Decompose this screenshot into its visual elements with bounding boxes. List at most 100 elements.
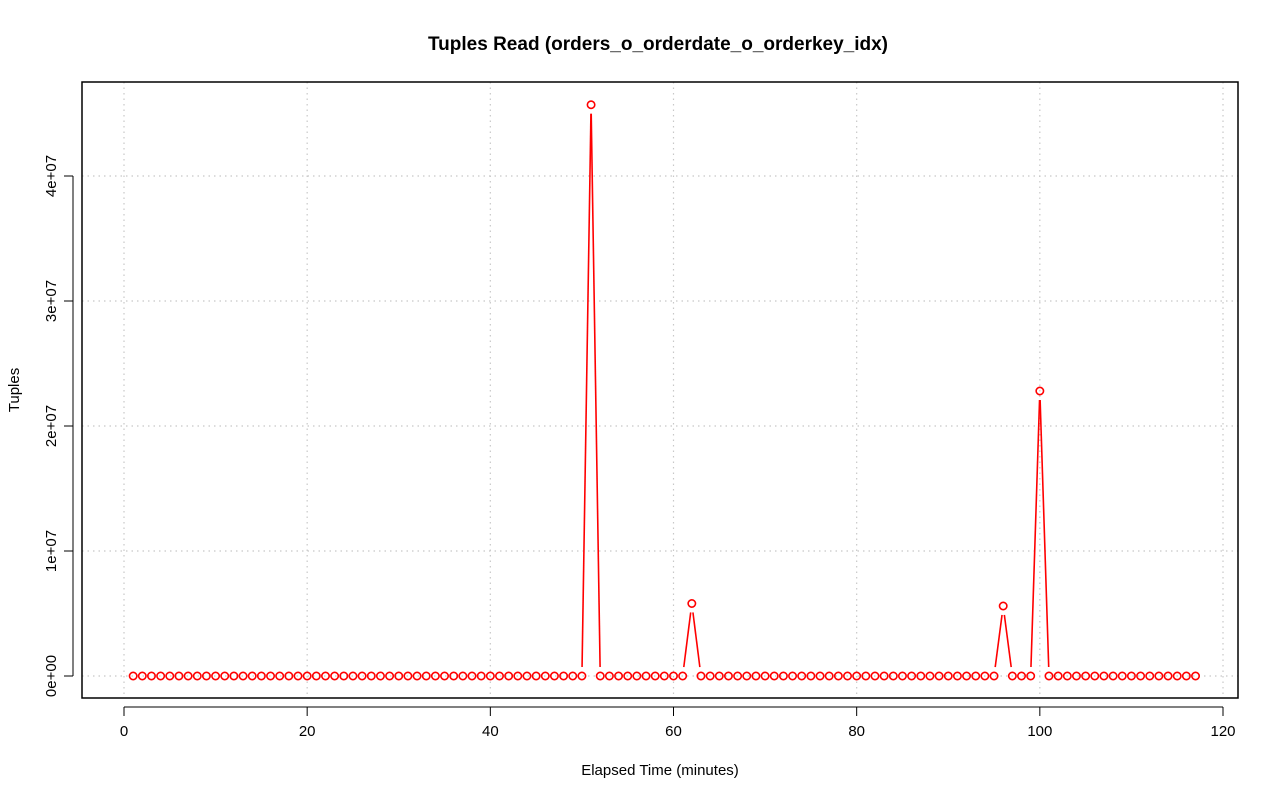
data-point: [861, 671, 871, 681]
data-point: [293, 671, 303, 681]
data-point: [192, 671, 202, 681]
data-point: [623, 671, 633, 681]
data-point: [339, 671, 349, 681]
data-point: [568, 671, 578, 681]
data-point: [1053, 671, 1063, 681]
data-point: [220, 671, 230, 681]
data-point: [1163, 671, 1173, 681]
x-tick-label: 100: [1027, 723, 1052, 740]
plot-frame: [81, 81, 1239, 699]
data-point: [330, 671, 340, 681]
data-point: [1191, 671, 1201, 681]
data-point: [229, 671, 239, 681]
x-tick-label: 0: [120, 723, 128, 740]
data-point: [421, 671, 431, 681]
data-point: [1007, 671, 1017, 681]
series-segment: [994, 614, 1003, 668]
data-point: [146, 671, 156, 681]
x-tick-label: 40: [482, 723, 499, 740]
data-point: [897, 671, 907, 681]
data-point: [394, 671, 404, 681]
data-point: [311, 671, 321, 681]
data-point: [1044, 671, 1054, 681]
data-point: [284, 671, 294, 681]
data-point: [1154, 671, 1164, 681]
data-point: [1026, 671, 1036, 681]
y-tick-label: 0e+00: [43, 655, 60, 697]
data-point: [723, 671, 733, 681]
data-point: [385, 671, 395, 681]
data-point: [696, 671, 706, 681]
data-point: [1181, 671, 1191, 681]
data-point: [366, 671, 376, 681]
grid: [82, 82, 1238, 698]
data-point: [549, 671, 559, 681]
data-point: [1071, 671, 1081, 681]
series-segment: [692, 612, 701, 668]
x-tick-label: 60: [665, 723, 682, 740]
data-point: [1099, 671, 1109, 681]
data-point: [760, 671, 770, 681]
data-point: [870, 671, 880, 681]
data-point: [238, 671, 248, 681]
data-point: [833, 671, 843, 681]
data-point: [1017, 671, 1027, 681]
data-point: [247, 671, 257, 681]
data-point: [797, 671, 807, 681]
data-point: [531, 671, 541, 681]
data-point: [156, 671, 166, 681]
data-point: [1062, 671, 1072, 681]
data-point: [879, 671, 889, 681]
data-point: [1117, 671, 1127, 681]
data-point: [494, 671, 504, 681]
data-point: [449, 671, 459, 681]
data-point: [275, 671, 285, 681]
data-point: [485, 671, 495, 681]
data-point: [668, 671, 678, 681]
data-point: [211, 671, 221, 681]
data-point: [183, 671, 193, 681]
data-point: [540, 671, 550, 681]
data-point: [430, 671, 440, 681]
data-point: [751, 671, 761, 681]
data-point: [806, 671, 816, 681]
data-point: [980, 671, 990, 681]
data-point: [916, 671, 926, 681]
data-point: [1136, 671, 1146, 681]
data-point: [1108, 671, 1118, 681]
y-tick-label: 3e+07: [43, 280, 60, 322]
data-point: [943, 671, 953, 681]
data-point: [128, 671, 138, 681]
data-point: [1090, 671, 1100, 681]
data-point: [733, 671, 743, 681]
data-point: [641, 671, 651, 681]
data-point: [476, 671, 486, 681]
data-point: [320, 671, 330, 681]
axes: 0 20 40 60 80 100 120 0e+00 1e+07 2e+07 3e+07 4e+07: [43, 155, 1236, 740]
data-point: [522, 671, 532, 681]
data-point: [604, 671, 614, 681]
y-tick-label: 4e+07: [43, 155, 60, 197]
data-point: [375, 671, 385, 681]
y-tick-label: 2e+07: [43, 405, 60, 447]
data-point: [632, 671, 642, 681]
data-point: [595, 671, 605, 681]
data-point: [302, 671, 312, 681]
data-point: [201, 671, 211, 681]
data-point: [1145, 671, 1155, 681]
data-point: [1035, 386, 1045, 396]
data-point: [348, 671, 358, 681]
data-point: [266, 671, 276, 681]
x-tick-label: 20: [299, 723, 316, 740]
data-point: [742, 671, 752, 681]
data-point: [934, 671, 944, 681]
y-axis-label: Tuples: [6, 368, 23, 412]
data-point: [467, 671, 477, 681]
data-point: [705, 671, 715, 681]
series-segment: [1030, 399, 1041, 668]
data-point: [824, 671, 834, 681]
series-segment: [682, 612, 692, 668]
y-tick-label: 1e+07: [43, 530, 60, 572]
x-tick-label: 120: [1210, 723, 1235, 740]
data-point: [788, 671, 798, 681]
